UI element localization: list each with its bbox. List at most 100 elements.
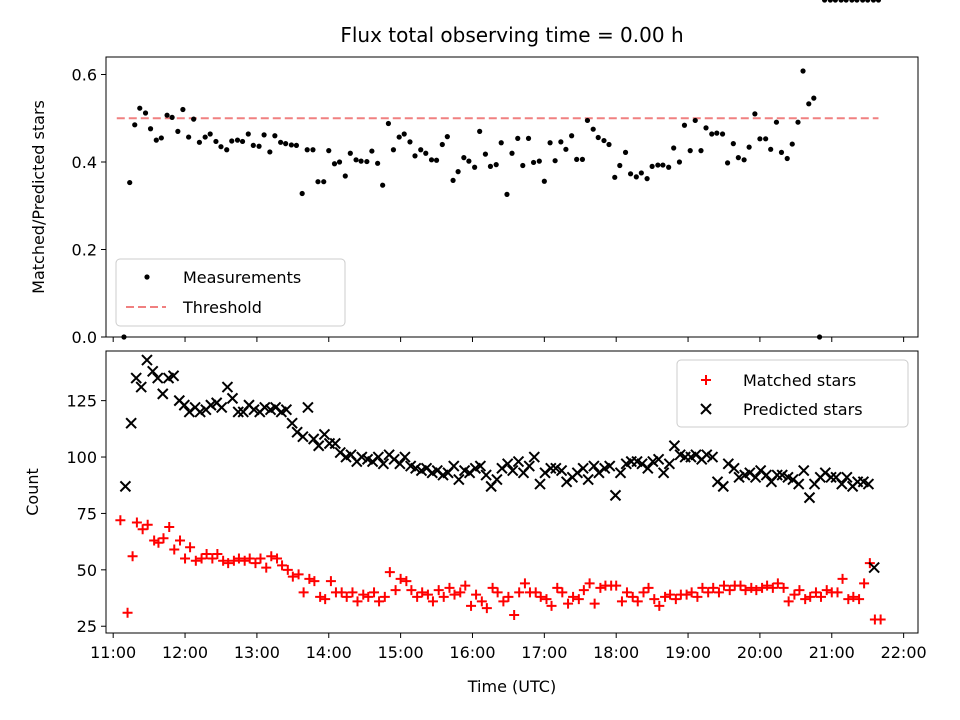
measurement-point [364, 158, 370, 165]
predicted-star-point [534, 478, 546, 490]
predicted-star-point [728, 462, 740, 475]
measurement-point [137, 105, 143, 111]
matched-star-point [336, 587, 347, 598]
matched-star-point [757, 582, 768, 593]
bottom-xtick-label: 16:00 [449, 643, 495, 662]
measurement-point [412, 153, 418, 159]
legend-matched-label: Matched stars [743, 371, 856, 390]
measurement-point [730, 141, 736, 147]
measurement-point [390, 147, 397, 153]
bottom-xtick-label: 19:00 [665, 643, 711, 662]
measurement-point [552, 158, 558, 164]
measurement-point [671, 145, 677, 151]
predicted-star-point [642, 462, 654, 475]
bottom-xtick-label: 21:00 [809, 643, 855, 662]
measurement-point [180, 106, 186, 113]
matched-star-point [767, 582, 778, 593]
measurement-point [224, 147, 230, 153]
measurement-point [854, 0, 860, 3]
matched-star-point [783, 596, 794, 607]
measurement-point [666, 164, 672, 170]
measurement-point [574, 156, 580, 162]
predicted-star-point [280, 403, 293, 416]
matched-star-point [293, 569, 304, 580]
measurement-point [331, 161, 338, 167]
predicted-star-point [841, 471, 853, 484]
matched-star-point [573, 594, 584, 605]
matched-star-point [315, 591, 326, 602]
matched-star-point [374, 596, 385, 607]
legend-predicted-label: Predicted stars [743, 400, 863, 419]
measurement-point [477, 128, 483, 134]
bottom-ytick-label: 75 [77, 504, 97, 523]
predicted-star-point [836, 478, 848, 490]
measurement-point [153, 137, 159, 143]
matched-star-point [444, 582, 455, 593]
matched-star-point [568, 591, 579, 602]
matched-star-point [627, 591, 638, 602]
matched-star-point [471, 589, 482, 600]
measurement-point [321, 179, 327, 185]
matched-star-point [352, 596, 363, 607]
measurement-point [132, 122, 138, 128]
matched-star-point [379, 591, 390, 602]
measurement-point [617, 162, 623, 169]
matched-star-point [433, 585, 444, 596]
measurement-point [687, 148, 693, 154]
measurement-point [196, 139, 203, 145]
bottom-ytick-label: 50 [77, 561, 97, 580]
predicted-star-point [501, 458, 514, 470]
matched-star-point [223, 558, 234, 569]
measurement-point [353, 157, 359, 163]
measurement-point [245, 131, 251, 137]
predicted-star-point [215, 401, 228, 414]
measurement-point [860, 0, 866, 3]
matched-star-point [233, 553, 244, 564]
measurement-point [800, 68, 806, 74]
measurement-point [423, 150, 429, 156]
matched-star-point [665, 589, 676, 600]
predicted-star-point [167, 370, 180, 382]
matched-star-point [794, 585, 805, 596]
predicted-star-point [555, 464, 568, 477]
matched-star-point [492, 587, 503, 598]
measurement-point [315, 179, 321, 185]
predicted-star-point [480, 469, 492, 481]
measurement-point [520, 162, 526, 169]
matched-star-point [584, 578, 595, 589]
measurement-point [267, 149, 273, 155]
matched-star-point [805, 591, 816, 602]
matched-star-point [266, 551, 277, 562]
top-ytick-label: 0.4 [72, 153, 97, 172]
bottom-xtick-label: 18:00 [593, 643, 639, 662]
measurement-point [218, 144, 224, 150]
matched-star-point [546, 600, 557, 611]
matched-star-point [837, 573, 848, 584]
bottom-axes-frame [105, 350, 919, 634]
predicted-star-point [523, 460, 535, 472]
matched-star-point [832, 587, 843, 598]
bottom-xtick-label: 12:00 [162, 643, 208, 662]
matched-star-point [250, 558, 261, 569]
predicted-star-point [491, 473, 503, 486]
measurement-point [752, 111, 758, 117]
matched-star-point [697, 582, 708, 593]
matched-star-point [724, 585, 735, 596]
measurement-point [455, 169, 461, 175]
measurement-point [504, 191, 510, 197]
predicted-star-point [771, 469, 783, 481]
matched-star-point [309, 576, 320, 587]
top-panel: Flux total observing time = 0.00 h 0.0 0.2… [29, 0, 919, 347]
matched-star-point [563, 598, 574, 609]
measurement-point [530, 159, 537, 166]
matched-star-point [261, 562, 272, 573]
matched-star-point [859, 578, 870, 589]
bottom-ytick-label: 125 [66, 392, 97, 411]
measurement-point [655, 162, 661, 168]
predicted-star-point [372, 451, 385, 463]
measurement-point [283, 141, 289, 147]
measurement-point [763, 136, 769, 142]
measurement-point [375, 160, 381, 166]
matched-star-point [643, 582, 654, 593]
